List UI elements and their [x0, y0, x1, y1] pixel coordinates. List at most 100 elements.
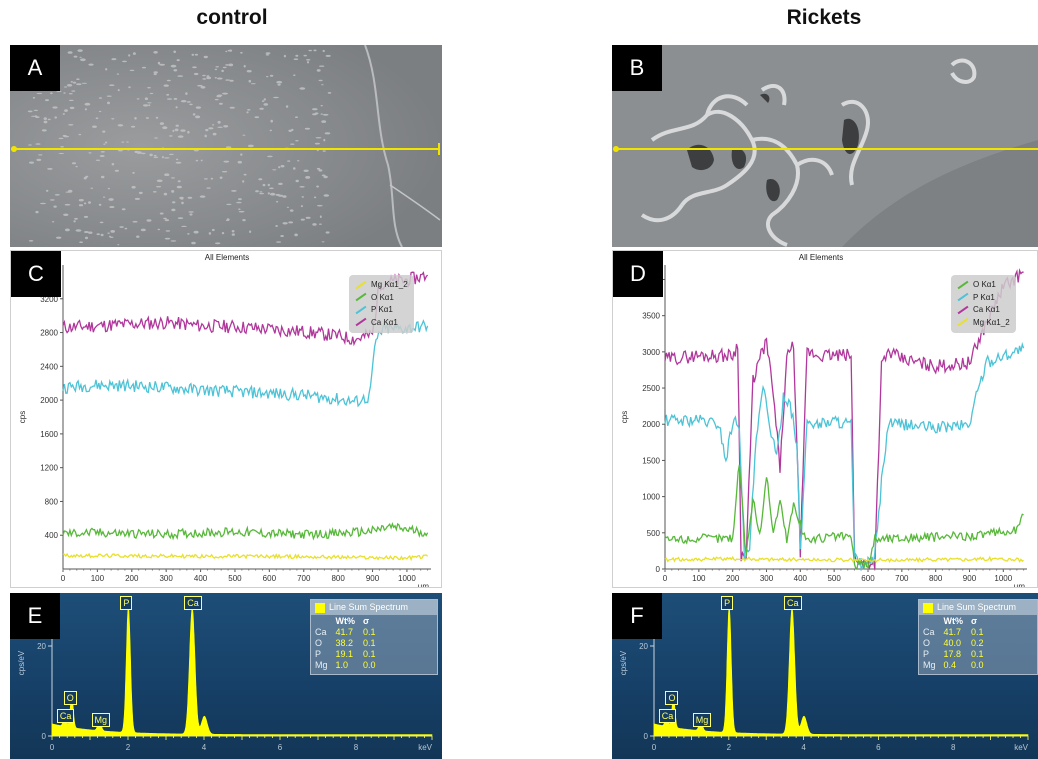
x-tick-label: 8 — [354, 743, 359, 752]
x-tick-label: 4 — [202, 743, 207, 752]
x-tick-label: 800 — [929, 574, 943, 583]
peak-label-p: P — [120, 596, 133, 610]
y-tick-label: 2000 — [642, 420, 660, 429]
x-tick-label: 200 — [726, 574, 740, 583]
spectrum-area — [653, 606, 1029, 737]
peak-label-ca: Ca — [658, 708, 677, 723]
peak-label-ca: Ca — [184, 596, 202, 610]
x-axis-label: keV — [1014, 743, 1028, 752]
x-tick-label: 600 — [263, 574, 277, 583]
y-axis-label: cps/eV — [17, 650, 26, 675]
panel-label-c: C — [11, 251, 61, 297]
y-axis-label: cps — [620, 411, 629, 423]
eds-spectrum-rickets: F 0 20 0 2 4 6 8 keV cps/eV Ca O Mg P Ca Line Sum Sp… — [612, 593, 1038, 759]
legend-item-o: O Kα1 — [355, 292, 408, 305]
y-tick-label: 2500 — [642, 384, 660, 393]
x-tick-label: 4 — [801, 743, 806, 752]
table-row: Ca 41.7 0.1 — [315, 626, 376, 637]
panel-label-e: E — [10, 593, 60, 639]
table-row: P 17.8 0.1 — [923, 648, 984, 659]
y-tick-label: 2000 — [40, 396, 58, 405]
legend-control: Mg Kα1_2 O Kα1 P Kα1 Ca Kα1 — [349, 275, 414, 333]
peak-label-ca: Ca — [56, 708, 75, 723]
y-tick-label: 3000 — [642, 348, 660, 357]
chart-title-rickets: All Elements — [798, 253, 844, 262]
spectrum-legend-rickets: Line Sum Spectrum — [919, 600, 1037, 615]
y-axis-label: cps — [18, 411, 27, 423]
y-tick-label: 20 — [639, 642, 648, 651]
x-tick-label: 700 — [895, 574, 909, 583]
peak-label-p: P — [721, 596, 734, 610]
x-tick-label: 0 — [50, 743, 55, 752]
x-tick-label: 200 — [125, 574, 139, 583]
spectrum-plot-rickets: 0 20 0 2 4 6 8 keV cps/eV — [619, 606, 1029, 752]
panel-label-a: A — [10, 45, 60, 91]
eds-spectrum-control: E 0 20 0 2 4 6 8 keV cps/eV Ca O Mg P Ca Line Sum Sp… — [10, 593, 442, 759]
peak-label-ca: Ca — [784, 596, 802, 610]
spectrum-plot-control: 0 20 0 2 4 6 8 keV cps/eV — [17, 606, 433, 752]
x-axis-label: µm — [1014, 582, 1026, 588]
y-tick-label: 1500 — [642, 456, 660, 465]
series-line-ca — [664, 267, 1024, 571]
sem-image-control: A — [10, 45, 442, 247]
line-scan-plot-rickets: 0500100015002000250030003500400001002003… — [620, 265, 1027, 588]
y-tick-label: 2800 — [40, 329, 58, 338]
spectrum-area — [51, 606, 433, 737]
chart-title-control: All Elements — [204, 253, 250, 262]
x-tick-label: 800 — [331, 574, 345, 583]
y-tick-label: 1000 — [642, 493, 660, 502]
y-tick-label: 3500 — [642, 312, 660, 321]
series-line-mg — [62, 552, 429, 562]
x-axis-label: µm — [418, 582, 430, 588]
x-tick-label: 2 — [727, 743, 732, 752]
legend-item-p: P Kα1 — [355, 304, 408, 317]
table-row: P 19.1 0.1 — [315, 648, 376, 659]
x-tick-label: 300 — [760, 574, 774, 583]
peak-label-o: O — [665, 690, 679, 705]
sem-texture-rickets — [612, 45, 1038, 247]
table-row: O 38.2 0.1 — [315, 637, 376, 648]
x-tick-label: 900 — [366, 574, 380, 583]
line-scan-chart-control: C All Elements 400 800 1200 1600 2000 2400 280… — [10, 250, 442, 588]
series-line-o — [62, 521, 429, 541]
wt-table-rickets: Wt% σ Ca 41.7 0.1 O 40.0 0.2 P 17.8 0.1 Mg 0.4 0.… — [923, 616, 992, 671]
y-tick-label: 0 — [644, 732, 649, 741]
spectrum-swatch — [315, 602, 325, 613]
legend-item-ca: Ca Kα1 — [355, 317, 408, 330]
line-scan-chart-rickets: D All Elements 0 500 1000 1500 2000 2500 3000 3… — [612, 250, 1038, 588]
x-tick-label: 400 — [794, 574, 808, 583]
y-tick-label: 2400 — [40, 362, 58, 371]
series-line-mg — [664, 555, 1024, 564]
y-tick-label: 1600 — [40, 430, 58, 439]
y-tick-label: 1200 — [40, 464, 58, 473]
x-tick-label: 0 — [61, 574, 66, 583]
legend-item-mg: Mg Kα1_2 — [957, 317, 1010, 330]
x-tick-label: 2 — [126, 743, 131, 752]
spectrum-results-control: Line Sum Spectrum Wt% σ Ca 41.7 0.1 O 38.2 0.… — [310, 599, 438, 675]
spectrum-legend-control: Line Sum Spectrum — [311, 600, 437, 615]
column-title-control: control — [196, 6, 268, 29]
x-tick-label: 0 — [663, 574, 668, 583]
y-tick-label: 500 — [647, 529, 661, 538]
y-tick-label: 20 — [37, 642, 46, 651]
x-tick-label: 0 — [652, 743, 657, 752]
panel-label-b: B — [612, 45, 662, 91]
legend-item-mg: Mg Kα1_2 — [355, 279, 408, 292]
panel-label-d: D — [613, 251, 663, 297]
x-tick-label: 900 — [963, 574, 977, 583]
legend-item-p: P Kα1 — [957, 292, 1010, 305]
x-tick-label: 600 — [861, 574, 875, 583]
line-scan-plot-control: 400 800 1200 1600 2000 2400 2800 3200 0 100 200 300… — [18, 265, 431, 588]
x-tick-label: 100 — [692, 574, 706, 583]
peak-label-mg: Mg — [692, 713, 712, 727]
x-tick-label: 700 — [297, 574, 311, 583]
series-line-o — [664, 464, 1024, 570]
x-tick-label: 300 — [159, 574, 173, 583]
x-tick-label: 1000 — [398, 574, 416, 583]
x-tick-label: 100 — [91, 574, 105, 583]
series-line-p — [664, 341, 1025, 572]
y-tick-label: 0 — [656, 565, 661, 574]
sem-texture-control — [10, 45, 442, 247]
y-axis-label: cps/eV — [619, 650, 628, 675]
legend-item-ca: Ca Kα1 — [957, 304, 1010, 317]
